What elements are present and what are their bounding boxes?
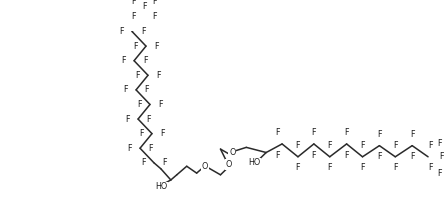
Text: F: F [275, 151, 279, 160]
Text: F: F [142, 2, 146, 11]
Text: F: F [135, 71, 139, 80]
Text: O: O [225, 160, 232, 169]
Text: F: F [131, 13, 135, 21]
Text: F: F [296, 164, 300, 172]
Text: F: F [440, 152, 444, 161]
Text: F: F [345, 128, 349, 137]
Text: F: F [328, 141, 332, 150]
Text: F: F [153, 0, 157, 6]
Text: F: F [157, 71, 161, 80]
Text: F: F [161, 129, 165, 138]
Text: F: F [360, 164, 365, 172]
Text: F: F [296, 141, 300, 150]
Text: F: F [153, 13, 157, 21]
Text: O: O [202, 162, 208, 171]
Text: F: F [121, 56, 125, 65]
Text: F: F [155, 42, 159, 51]
Text: F: F [125, 114, 129, 124]
Text: F: F [312, 128, 316, 137]
Text: F: F [149, 144, 153, 153]
Text: HO: HO [248, 158, 260, 167]
Text: F: F [428, 164, 432, 172]
Text: F: F [438, 170, 442, 178]
Text: F: F [141, 27, 145, 36]
Text: F: F [438, 139, 442, 148]
Text: F: F [312, 151, 316, 160]
Text: F: F [119, 27, 123, 36]
Text: F: F [127, 144, 131, 153]
Text: F: F [131, 0, 135, 6]
Text: F: F [275, 128, 279, 137]
Text: F: F [393, 141, 397, 150]
Text: F: F [345, 151, 349, 160]
Text: F: F [139, 129, 143, 138]
Text: F: F [141, 158, 145, 167]
Text: F: F [123, 85, 127, 94]
Text: HO: HO [155, 182, 167, 191]
Text: O: O [229, 148, 236, 157]
Text: F: F [137, 100, 141, 109]
Text: F: F [145, 85, 149, 94]
Text: F: F [393, 164, 397, 172]
Text: F: F [147, 114, 151, 124]
Text: F: F [428, 141, 432, 150]
Text: F: F [410, 152, 414, 161]
Text: F: F [133, 42, 137, 51]
Text: F: F [143, 56, 147, 65]
Text: F: F [377, 152, 382, 161]
Text: F: F [163, 158, 167, 167]
Text: F: F [360, 141, 365, 150]
Text: F: F [410, 130, 414, 139]
Text: F: F [377, 130, 382, 139]
Text: F: F [159, 100, 163, 109]
Text: F: F [328, 164, 332, 172]
